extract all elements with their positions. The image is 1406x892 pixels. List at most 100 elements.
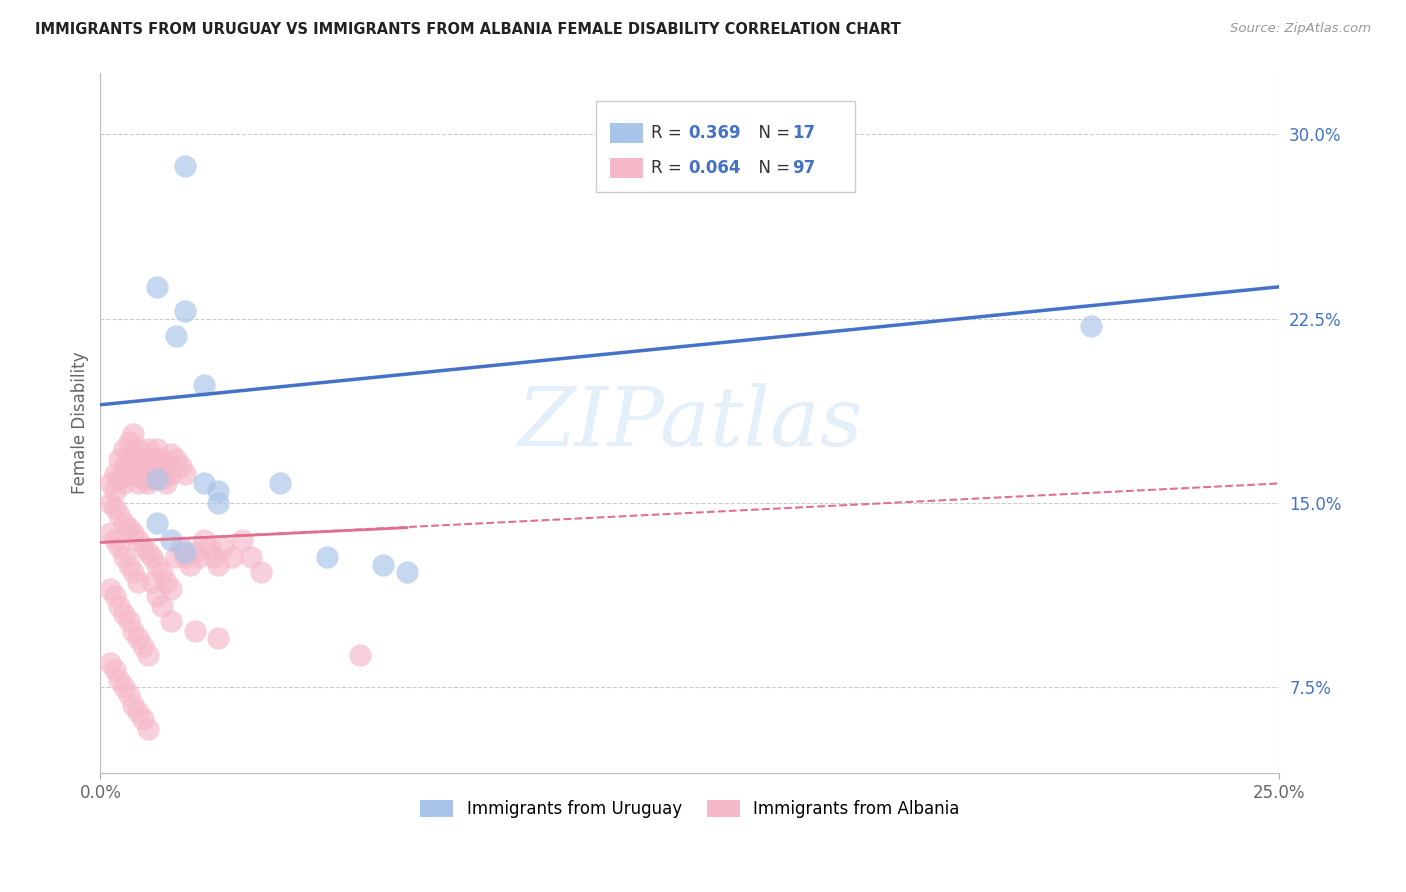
Point — [183, 624, 205, 638]
Point — [108, 541, 131, 555]
Point — [98, 525, 121, 540]
Point — [112, 607, 135, 621]
Point — [141, 471, 163, 485]
Point — [221, 550, 243, 565]
Text: IMMIGRANTS FROM URUGUAY VS IMMIGRANTS FROM ALBANIA FEMALE DISABILITY CORRELATION: IMMIGRANTS FROM URUGUAY VS IMMIGRANTS FR… — [35, 22, 901, 37]
Point — [349, 648, 371, 663]
Point — [122, 698, 145, 712]
Point — [122, 447, 145, 461]
Point — [112, 681, 135, 695]
Point — [169, 459, 191, 474]
Point — [146, 558, 169, 572]
Point — [103, 533, 125, 547]
Point — [141, 451, 163, 466]
Point — [103, 483, 125, 498]
Point — [183, 545, 205, 559]
Point — [98, 656, 121, 670]
Bar — [610, 159, 643, 178]
Point — [193, 533, 215, 547]
Point — [174, 160, 197, 174]
Point — [112, 516, 135, 530]
Point — [150, 451, 173, 466]
Point — [132, 639, 155, 653]
Text: 97: 97 — [793, 160, 815, 178]
Point — [212, 541, 235, 555]
Point — [373, 558, 395, 572]
Point — [315, 550, 337, 565]
Point — [98, 496, 121, 510]
Point — [112, 459, 135, 474]
Point — [112, 476, 135, 491]
Point — [249, 565, 271, 579]
Point — [165, 329, 187, 343]
Point — [160, 447, 183, 461]
Text: 0.369: 0.369 — [689, 124, 741, 142]
Point — [127, 632, 149, 646]
Point — [146, 459, 169, 474]
Point — [146, 280, 169, 294]
Point — [169, 541, 191, 555]
Point — [141, 574, 163, 589]
Text: ZIPatlas: ZIPatlas — [517, 384, 863, 463]
Point — [103, 663, 125, 677]
Text: N =: N = — [748, 124, 794, 142]
Point — [108, 451, 131, 466]
Point — [118, 614, 141, 628]
Point — [136, 459, 159, 474]
Point — [160, 614, 183, 628]
Point — [174, 550, 197, 565]
Point — [132, 451, 155, 466]
Point — [174, 304, 197, 318]
Point — [136, 722, 159, 736]
Point — [136, 476, 159, 491]
Point — [269, 476, 291, 491]
Point — [127, 476, 149, 491]
Point — [112, 550, 135, 565]
Point — [240, 550, 263, 565]
Point — [1080, 319, 1102, 334]
Point — [103, 467, 125, 481]
Point — [118, 521, 141, 535]
Point — [146, 516, 169, 530]
Legend: Immigrants from Uruguay, Immigrants from Albania: Immigrants from Uruguay, Immigrants from… — [413, 793, 966, 824]
Point — [160, 582, 183, 596]
Point — [193, 476, 215, 491]
Point — [146, 471, 169, 485]
Point — [136, 442, 159, 456]
Point — [395, 565, 418, 579]
Point — [160, 467, 183, 481]
Point — [122, 565, 145, 579]
Point — [198, 541, 221, 555]
Point — [188, 550, 211, 565]
Point — [207, 496, 229, 510]
Point — [155, 574, 177, 589]
Point — [127, 533, 149, 547]
Point — [118, 688, 141, 702]
Point — [136, 545, 159, 559]
Point — [108, 599, 131, 614]
Point — [193, 378, 215, 392]
Point — [132, 541, 155, 555]
Point — [108, 471, 131, 485]
Text: R =: R = — [651, 160, 688, 178]
Point — [118, 451, 141, 466]
Text: R =: R = — [651, 124, 688, 142]
Point — [108, 673, 131, 687]
Point — [127, 705, 149, 719]
Point — [108, 508, 131, 523]
Point — [122, 624, 145, 638]
Point — [98, 582, 121, 596]
Point — [103, 501, 125, 516]
Point — [122, 427, 145, 442]
Point — [136, 648, 159, 663]
Point — [127, 442, 149, 456]
Point — [132, 712, 155, 726]
Point — [150, 599, 173, 614]
Point — [122, 467, 145, 481]
Point — [207, 632, 229, 646]
Text: N =: N = — [748, 160, 794, 178]
Point — [122, 525, 145, 540]
Y-axis label: Female Disability: Female Disability — [72, 352, 89, 494]
Point — [127, 574, 149, 589]
Point — [98, 476, 121, 491]
